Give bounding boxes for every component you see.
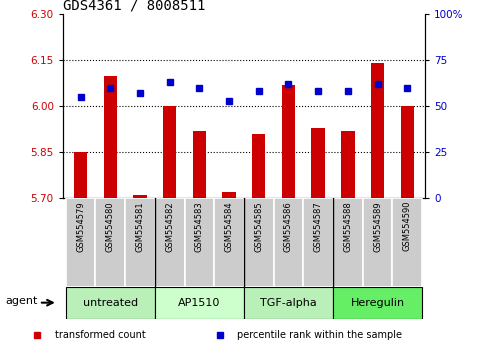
Text: GSM554588: GSM554588 [343,201,352,252]
Bar [363,198,392,287]
Bar [341,131,355,198]
Text: GSM554585: GSM554585 [254,201,263,252]
Text: GSM554579: GSM554579 [76,201,85,252]
Bar [66,287,155,319]
Text: AP1510: AP1510 [178,298,221,308]
Bar [133,195,147,198]
Text: GSM554582: GSM554582 [165,201,174,252]
Text: GSM554580: GSM554580 [106,201,115,252]
Bar [66,198,96,287]
Text: GSM554583: GSM554583 [195,201,204,252]
Bar [185,198,214,287]
Text: untreated: untreated [83,298,138,308]
Text: GSM554587: GSM554587 [313,201,323,252]
Bar [244,198,273,287]
Bar [125,198,155,287]
Bar [371,63,384,198]
Text: transformed count: transformed count [55,330,145,339]
Bar [244,287,333,319]
Bar [273,198,303,287]
Bar [104,75,117,198]
Text: GDS4361 / 8008511: GDS4361 / 8008511 [63,0,205,13]
Bar [303,198,333,287]
Bar [163,106,176,198]
Bar [400,106,414,198]
Bar [222,192,236,198]
Bar [193,131,206,198]
Bar [282,85,295,198]
Bar [155,198,185,287]
Bar [333,287,422,319]
Text: GSM554590: GSM554590 [403,201,412,251]
Text: GSM554586: GSM554586 [284,201,293,252]
Text: agent: agent [5,296,37,306]
Bar [96,198,125,287]
Bar [214,198,244,287]
Bar [333,198,363,287]
Bar [312,128,325,198]
Text: GSM554589: GSM554589 [373,201,382,252]
Text: percentile rank within the sample: percentile rank within the sample [237,330,402,339]
Text: TGF-alpha: TGF-alpha [260,298,317,308]
Text: GSM554581: GSM554581 [136,201,144,252]
Text: GSM554584: GSM554584 [225,201,234,252]
Bar [74,152,87,198]
Text: Heregulin: Heregulin [351,298,405,308]
Bar [392,198,422,287]
Bar [155,287,244,319]
Bar [252,134,266,198]
